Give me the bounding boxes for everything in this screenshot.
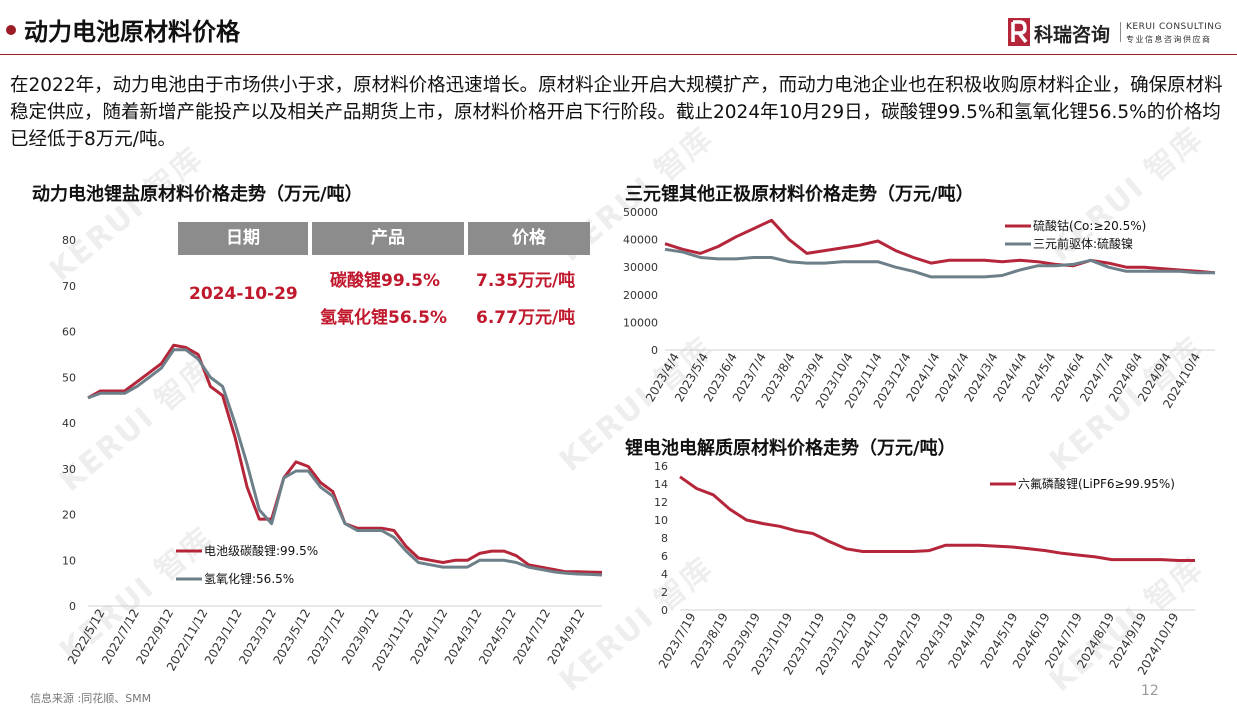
- y-tick-label: 20000: [623, 289, 658, 302]
- y-tick-label: 80: [62, 234, 76, 247]
- y-tick-label: 16: [654, 460, 668, 473]
- y-tick-label: 40000: [623, 234, 658, 247]
- legend-label: 六氟磷酸锂(LiPF6≥99.95%): [1018, 476, 1175, 491]
- series-line: [87, 343, 603, 574]
- logo-mark-icon: [1008, 18, 1030, 46]
- table-header-date: 日期: [178, 222, 308, 255]
- y-tick-label: 14: [654, 478, 668, 491]
- y-tick-label: 50000: [623, 206, 658, 219]
- legend-label: 硫酸钴(Co:≥20.5%): [1033, 218, 1146, 233]
- table-date: 2024-10-29: [189, 284, 298, 304]
- y-tick-label: 50: [62, 371, 76, 384]
- chart-title-lithium-salt: 动力电池锂盐原材料价格走势（万元/吨）: [32, 184, 363, 205]
- title-bullet: [6, 25, 16, 35]
- legend-label: 电池级碳酸锂:99.5%: [204, 543, 318, 558]
- y-tick-label: 10: [654, 514, 668, 527]
- page-title: 动力电池原材料价格: [24, 18, 240, 46]
- page-number: 12: [1141, 683, 1159, 699]
- source-note: 信息来源 :同花顺、SMM: [30, 692, 152, 705]
- y-tick-label: 30000: [623, 261, 658, 274]
- y-tick-label: 0: [661, 604, 668, 617]
- y-tick-label: 30: [62, 463, 76, 476]
- series-line: [679, 475, 1195, 562]
- y-tick-label: 0: [69, 600, 76, 613]
- legend-label: 三元前驱体:硫酸镍: [1033, 236, 1133, 251]
- y-tick-label: 8: [661, 532, 668, 545]
- series-line: [664, 247, 1215, 279]
- y-tick-label: 4: [661, 568, 668, 581]
- table-header-product: 产品: [312, 222, 464, 255]
- y-tick-label: 10000: [623, 316, 658, 329]
- table-header-price: 价格: [468, 222, 590, 255]
- intro-paragraph: 在2022年，动力电池由于市场供小于求，原材料价格迅速增长。原材料企业开启大规模…: [10, 75, 1223, 150]
- y-tick-label: 6: [661, 550, 668, 563]
- y-tick-label: 70: [62, 280, 76, 293]
- table-price: 7.35万元/吨: [476, 271, 576, 291]
- y-tick-label: 40: [62, 417, 76, 430]
- y-tick-label: 10: [62, 554, 76, 567]
- y-tick-label: 2: [661, 586, 668, 599]
- table-product: 氢氧化锂56.5%: [320, 308, 447, 328]
- logo-tagline: 专业信息咨询供应商: [1126, 35, 1212, 44]
- table-product: 碳酸锂99.5%: [330, 271, 440, 291]
- logo-english: KERUI CONSULTING: [1126, 22, 1222, 32]
- table-price: 6.77万元/吨: [476, 308, 576, 328]
- y-tick-label: 12: [654, 496, 668, 509]
- y-tick-label: 20: [62, 509, 76, 522]
- logo-separator: [1120, 22, 1121, 42]
- chart-title-electrolyte: 锂电池电解质原材料价格走势（万元/吨）: [625, 438, 956, 459]
- series-line: [664, 218, 1216, 275]
- chart-title-cathode: 三元锂其他正极原材料价格走势（万元/吨）: [625, 184, 974, 205]
- y-tick-label: 60: [62, 326, 76, 339]
- y-tick-label: 0: [651, 344, 658, 357]
- logo-name: 科瑞咨询: [1034, 24, 1111, 46]
- legend-label: 氢氧化锂:56.5%: [204, 571, 294, 586]
- header-divider: [0, 54, 1237, 55]
- series-line: [87, 348, 603, 577]
